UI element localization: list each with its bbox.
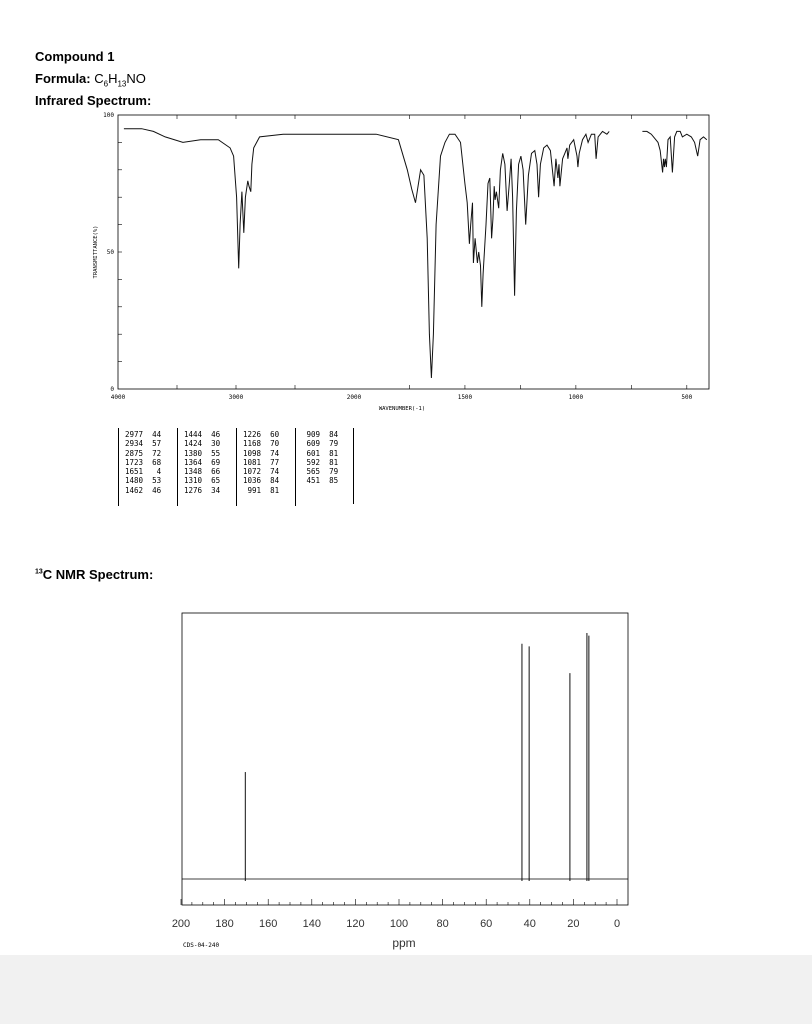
peak-table-row: 1276 34: [184, 485, 221, 495]
nmr-x-tick-label: 160: [259, 918, 277, 930]
peak-table-column: 1444 46 1424 30 1380 55 1364 69 1348 66 1310 …: [177, 428, 237, 506]
peak-table-row: 909 84: [302, 430, 339, 439]
nmr-x-tick-label: 20: [567, 918, 579, 930]
peak-table-row: 1480 53: [125, 476, 162, 486]
ir-x-tick-label: 4000: [111, 394, 126, 401]
nmr-spectrum-code: CDS-04-240: [183, 942, 220, 949]
peak-table-row: 991 81: [243, 485, 280, 495]
nmr-x-tick-label: 60: [480, 918, 492, 930]
ir-x-tick-label: 1500: [458, 394, 473, 401]
peak-table-row: 1098 74: [243, 448, 280, 458]
nmr-plot-frame: [181, 612, 629, 906]
peak-table-row: 2977 44: [125, 430, 162, 439]
peak-table-column: 1226 60 1168 70 1098 74 1081 77 1072 74 1036 …: [236, 428, 296, 506]
peak-table-row: 609 79: [302, 439, 339, 449]
formula-line: Formula: C6H13NO: [35, 71, 146, 89]
peak-table-row: 1424 30: [184, 439, 221, 449]
nmr-x-tick-label: 120: [346, 918, 364, 930]
compound-title: Compound 1: [35, 49, 115, 64]
nmr-heading: 13C NMR Spectrum:: [35, 567, 154, 582]
peak-table-row: 1310 65: [184, 476, 221, 486]
ir-trace-segment: [642, 130, 708, 173]
ir-x-tick-label: 1000: [569, 394, 584, 401]
nmr-x-axis-label: ppm: [392, 936, 415, 950]
peak-table-row: 1364 69: [184, 457, 221, 467]
ir-y-tick-label: 0: [110, 386, 114, 393]
nmr-x-tick-label: 0: [614, 918, 620, 930]
peak-table-row: 1072 74: [243, 467, 280, 477]
peak-table-row: 2875 72: [125, 448, 162, 458]
ir-heading: Infrared Spectrum:: [35, 93, 152, 108]
peak-table-row: 1444 46: [184, 430, 221, 439]
peak-table-row: 1168 70: [243, 439, 280, 449]
ir-x-tick-label: 3000: [229, 394, 244, 401]
ir-trace-segment: [123, 128, 610, 379]
page-bottom-area: [0, 955, 812, 1024]
peak-table-row: 601 81: [302, 448, 339, 458]
nmr-x-tick-label: 180: [215, 918, 233, 930]
peak-table-row: 1036 84: [243, 476, 280, 486]
peak-table-row: 1462 46: [125, 485, 162, 495]
ir-x-tick-label: 2000: [347, 394, 362, 401]
ir-y-tick-label: 100: [103, 112, 114, 119]
nmr-x-tick-label: 80: [436, 918, 448, 930]
formula-value: C6H13NO: [94, 71, 146, 89]
nmr-x-tick-label: 140: [303, 918, 321, 930]
peak-table-row: 1380 55: [184, 448, 221, 458]
peak-table-row: 1081 77: [243, 457, 280, 467]
ir-y-tick-label: 50: [107, 249, 115, 256]
ir-x-axis-label: WAVENUMBER(-1): [379, 406, 425, 412]
nmr-x-tick-label: 200: [172, 918, 190, 930]
nmr-x-tick-label: 40: [524, 918, 536, 930]
peak-table-column: 2977 44 2934 57 2875 72 1723 68 1651 4 1480 5…: [118, 428, 178, 506]
peak-table-row: 1651 4: [125, 467, 162, 477]
peak-table-row: 592 81: [302, 457, 339, 467]
peak-table-row: 565 79: [302, 467, 339, 477]
nmr-x-tick-label: 100: [390, 918, 408, 930]
ir-x-tick-label: 500: [681, 394, 692, 401]
peak-table-right-border: [353, 428, 354, 504]
peak-table-column: 909 84 609 79 601 81 592 81 565 79 451 8…: [295, 428, 354, 506]
ir-spectrum-chart: 4000 3000 2000 1500 1000 500100500WAVENUMBER(…: [93, 112, 710, 412]
peak-table-row: 1348 66: [184, 467, 221, 477]
peak-table-row: 1723 68: [125, 457, 162, 467]
peak-table-row: 2934 57: [125, 439, 162, 449]
ir-y-axis-label: TRANSMITTANCE(%): [93, 226, 99, 279]
peak-table-row: 451 85: [302, 476, 339, 486]
peak-table-row: 1226 60: [243, 430, 280, 439]
formula-label: Formula:: [35, 71, 91, 86]
